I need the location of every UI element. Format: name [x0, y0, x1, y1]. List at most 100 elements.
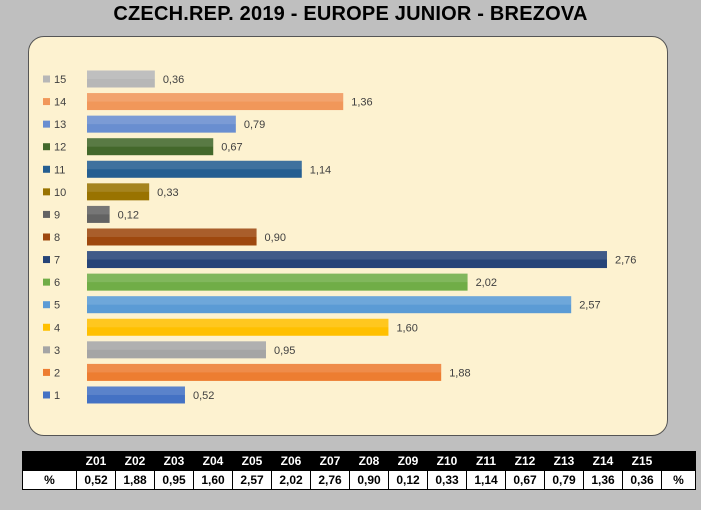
table-value-z09: 0,12 — [388, 470, 428, 490]
table-header-row: Z01 Z02 Z03 Z04 Z05 Z06 Z07 Z08 Z09 Z10 Z11 Z12 Z13 Z… — [22, 451, 696, 471]
value-label-4: 1,60 — [396, 322, 417, 334]
table-header-z04: Z04 — [193, 451, 233, 471]
legend-marker-9 — [43, 210, 50, 218]
bar-highlight-3 — [87, 341, 266, 350]
table-value-z07: 2,76 — [310, 470, 350, 490]
legend-label-2: 2 — [54, 367, 60, 379]
bar-1 — [87, 386, 185, 404]
bar-highlight-8 — [87, 228, 257, 237]
bar-5 — [87, 296, 572, 314]
value-label-8: 0,90 — [265, 232, 286, 244]
legend-label-7: 7 — [54, 255, 60, 267]
legend-label-9: 9 — [54, 209, 60, 221]
table-row-suffix: % — [661, 470, 696, 490]
bar-4 — [87, 318, 389, 336]
legend-label-8: 8 — [54, 232, 60, 244]
bar-highlight-15 — [87, 70, 155, 79]
bar-12 — [87, 138, 214, 156]
bar-8 — [87, 228, 257, 246]
legend-label-5: 5 — [54, 300, 60, 312]
table-header-blank — [22, 451, 77, 471]
data-table: Z01 Z02 Z03 Z04 Z05 Z06 Z07 Z08 Z09 Z10 Z11 Z12 Z13 Z… — [22, 451, 696, 490]
bar-9 — [87, 205, 110, 223]
bar-highlight-9 — [87, 205, 110, 215]
value-label-7: 2,76 — [615, 255, 636, 267]
bar-10 — [87, 183, 150, 201]
table-value-row: % 0,52 1,88 0,95 1,60 2,57 2,02 2,76 0,90 0,12 0,3… — [22, 470, 696, 490]
table-row-label: % — [22, 470, 77, 490]
legend-label-3: 3 — [54, 345, 60, 357]
bar-13 — [87, 115, 236, 133]
value-label-10: 0,33 — [157, 187, 178, 199]
bar-14 — [87, 93, 344, 111]
value-label-5: 2,57 — [579, 300, 600, 312]
legend-marker-1 — [43, 391, 50, 399]
value-label-14: 1,36 — [351, 97, 372, 109]
table-value-z03: 0,95 — [154, 470, 194, 490]
bar-2 — [87, 363, 442, 381]
bar-highlight-14 — [87, 93, 344, 102]
table-value-z12: 0,67 — [505, 470, 545, 490]
table-value-z06: 2,02 — [271, 470, 311, 490]
table-header-z02: Z02 — [115, 451, 155, 471]
legend-label-12: 12 — [54, 142, 66, 154]
bar-highlight-12 — [87, 138, 214, 147]
legend-label-10: 10 — [54, 187, 66, 199]
legend-label-13: 13 — [54, 119, 66, 131]
legend-marker-3 — [43, 346, 50, 354]
table-header-z11: Z11 — [466, 451, 506, 471]
bar-highlight-10 — [87, 183, 150, 192]
table-value-z02: 1,88 — [115, 470, 155, 490]
legend-marker-5 — [43, 301, 50, 309]
legend-label-11: 11 — [54, 164, 65, 176]
legend-marker-12 — [43, 143, 50, 151]
table-header-z08: Z08 — [349, 451, 389, 471]
bar-highlight-2 — [87, 363, 442, 373]
table-value-z14: 1,36 — [583, 470, 623, 490]
table-header-z14: Z14 — [583, 451, 623, 471]
value-label-2: 1,88 — [449, 367, 470, 379]
table-header-z13: Z13 — [544, 451, 584, 471]
table-value-z08: 0,90 — [349, 470, 389, 490]
legend-marker-11 — [43, 165, 50, 173]
value-label-12: 0,67 — [221, 142, 242, 154]
bar-11 — [87, 160, 302, 178]
legend-marker-10 — [43, 188, 50, 196]
value-label-3: 0,95 — [274, 345, 295, 357]
bar-6 — [87, 273, 468, 291]
table-header-blank-end — [661, 451, 696, 471]
legend-marker-15 — [43, 75, 50, 83]
value-label-9: 0,12 — [118, 209, 139, 221]
legend-marker-6 — [43, 278, 50, 286]
table-value-z01: 0,52 — [76, 470, 116, 490]
bar-highlight-5 — [87, 296, 572, 305]
chart-panel: 15 0,36 14 1,36 13 0,79 12 0,67 11 1,14 10 0,33 9 0,1… — [28, 36, 668, 436]
table-value-z15: 0,36 — [622, 470, 662, 490]
legend-label-6: 6 — [54, 277, 60, 289]
bar-highlight-11 — [87, 160, 302, 170]
table-header-z03: Z03 — [154, 451, 194, 471]
table-header-z12: Z12 — [505, 451, 545, 471]
legend-label-15: 15 — [54, 74, 66, 86]
value-label-15: 0,36 — [163, 74, 184, 86]
value-label-11: 1,14 — [310, 164, 331, 176]
bar-15 — [87, 70, 155, 88]
legend-marker-4 — [43, 323, 50, 331]
table-header-z10: Z10 — [427, 451, 467, 471]
legend-marker-2 — [43, 368, 50, 376]
value-label-1: 0,52 — [193, 390, 214, 402]
table-value-z10: 0,33 — [427, 470, 467, 490]
legend-label-4: 4 — [54, 322, 60, 334]
legend-label-1: 1 — [54, 390, 60, 402]
legend-label-14: 14 — [54, 97, 66, 109]
bar-7 — [87, 251, 607, 269]
table-value-z04: 1,60 — [193, 470, 233, 490]
value-label-13: 0,79 — [244, 119, 265, 131]
table-value-z05: 2,57 — [232, 470, 272, 490]
legend-marker-13 — [43, 120, 50, 128]
table-value-z11: 1,14 — [466, 470, 506, 490]
bar-highlight-7 — [87, 251, 607, 260]
table-value-z13: 0,79 — [544, 470, 584, 490]
table-header-z15: Z15 — [622, 451, 662, 471]
